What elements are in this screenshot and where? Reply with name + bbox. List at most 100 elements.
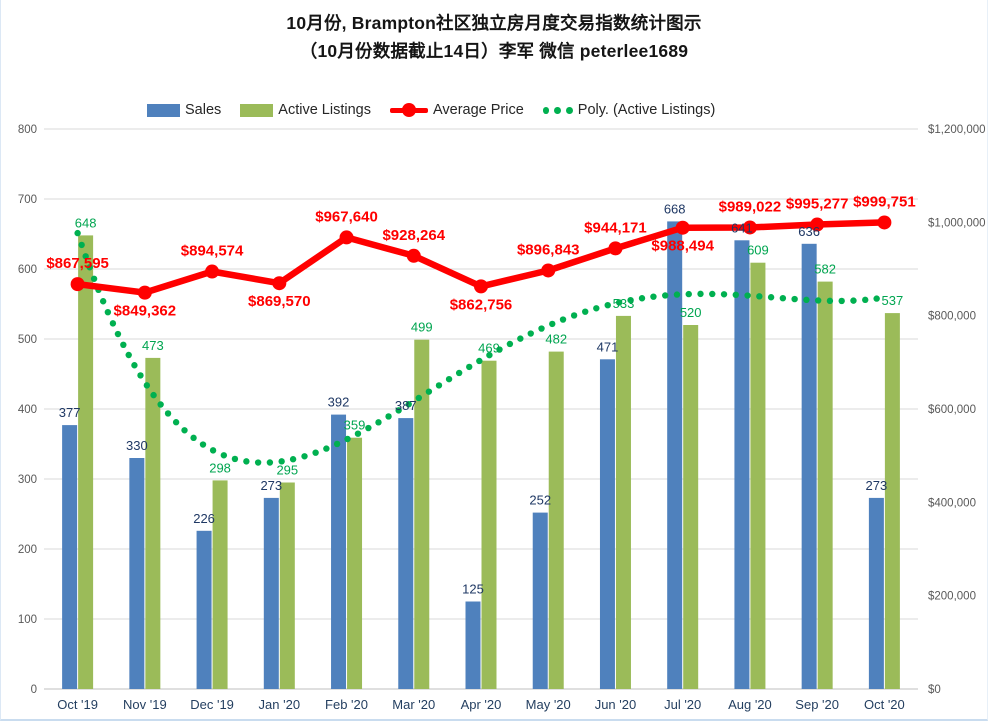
sales-value-label: 392 bbox=[328, 395, 350, 410]
sales-value-label: 636 bbox=[798, 224, 820, 239]
poly-trendline-dot bbox=[415, 394, 423, 402]
poly-trendline-dot bbox=[506, 340, 514, 348]
right-axis-tick: $800,000 bbox=[928, 311, 976, 323]
poly-trendline-dot bbox=[323, 445, 330, 452]
poly-trendline-dot bbox=[814, 297, 822, 304]
average-price-marker bbox=[474, 279, 488, 294]
poly-trendline-dot bbox=[375, 419, 382, 426]
average-price-value-label: $869,570 bbox=[248, 293, 311, 310]
active-listings-bar bbox=[481, 360, 497, 689]
poly-trendline-dot bbox=[125, 351, 132, 359]
left-axis-tick: 400 bbox=[18, 404, 37, 416]
active-listings-bar bbox=[145, 357, 161, 689]
sales-bar bbox=[331, 414, 347, 689]
active-listings-bar bbox=[279, 482, 295, 689]
poly-trendline-dot bbox=[301, 453, 308, 460]
right-axis-tick: $1,000,000 bbox=[928, 217, 986, 229]
average-price-marker bbox=[137, 285, 152, 300]
left-axis-tick: 500 bbox=[18, 334, 37, 346]
sales-bar bbox=[801, 243, 817, 690]
active-listings-value-label: 295 bbox=[276, 463, 298, 478]
sales-bar bbox=[129, 458, 145, 689]
poly-dots-icon bbox=[542, 106, 573, 114]
average-price-marker bbox=[205, 264, 220, 279]
poly-trendline-dot bbox=[527, 330, 534, 337]
average-price-marker bbox=[339, 230, 354, 245]
poly-trendline-dot bbox=[767, 294, 775, 301]
active-listings-value-label: 359 bbox=[344, 418, 366, 433]
active-listings-bar bbox=[78, 235, 94, 689]
active-listings-value-label: 473 bbox=[142, 338, 164, 353]
legend-label-poly: Poly. (Active Listings) bbox=[577, 102, 716, 118]
poly-trendline-dot bbox=[732, 291, 740, 299]
sales-swatch-icon bbox=[147, 103, 180, 117]
poly-trendline-dot bbox=[697, 290, 704, 298]
poly-trendline-dot bbox=[486, 351, 493, 359]
poly-trendline-dot bbox=[744, 292, 751, 299]
poly-trendline-dot bbox=[82, 253, 89, 260]
active-listings-bar bbox=[683, 325, 699, 689]
active-listings-value-label: 582 bbox=[814, 262, 836, 277]
poly-trendline-dot bbox=[496, 346, 503, 353]
left-axis-tick: 0 bbox=[31, 684, 37, 696]
poly-trendline-dot bbox=[862, 296, 869, 304]
poly-trendline-dot bbox=[593, 305, 600, 312]
poly-trendline-dot bbox=[476, 357, 483, 365]
poly-trendline-dot bbox=[720, 291, 728, 298]
legend-item-poly: Poly. (Active Listings) bbox=[542, 102, 716, 118]
poly-trendline-dot bbox=[615, 299, 623, 306]
sales-bar bbox=[532, 512, 548, 689]
poly-trendline-dot bbox=[209, 447, 217, 454]
poly-trendline-dot bbox=[604, 301, 611, 309]
poly-trendline-dot bbox=[826, 297, 834, 305]
poly-trendline-dot bbox=[385, 413, 392, 420]
poly-trendline-dot bbox=[190, 434, 197, 442]
sales-bar bbox=[398, 418, 414, 689]
poly-trendline-dot bbox=[164, 410, 172, 417]
poly-trendline-dot bbox=[90, 275, 98, 282]
active-listings-bar bbox=[347, 437, 363, 689]
active-listings-bar bbox=[615, 315, 631, 689]
legend-item-average-price: Average Price bbox=[389, 102, 524, 118]
sales-value-label: 387 bbox=[395, 398, 417, 413]
average-price-line-icon bbox=[389, 102, 428, 118]
poly-trendline-dot bbox=[157, 401, 164, 408]
poly-trendline-dot bbox=[344, 435, 351, 443]
average-price-value-label: $896,843 bbox=[517, 241, 580, 258]
left-axis-tick: 700 bbox=[18, 194, 37, 206]
chart-title-line1: 10月份, Brampton社区独立房月度交易指数统计图示 bbox=[286, 13, 702, 33]
poly-trendline-dot bbox=[650, 293, 657, 300]
average-price-marker bbox=[70, 277, 85, 292]
average-price-value-label: $862,756 bbox=[450, 296, 513, 313]
active-listings-bar bbox=[817, 281, 833, 689]
poly-trendline-dot bbox=[254, 459, 262, 466]
sales-bar bbox=[263, 497, 279, 689]
sales-bar bbox=[62, 425, 78, 689]
active-listings-bar bbox=[414, 339, 430, 689]
active-listings-swatch-icon bbox=[240, 103, 274, 117]
right-axis-tick: $1,200,000 bbox=[928, 124, 986, 136]
poly-trendline-dot bbox=[570, 312, 578, 319]
poly-trendline-dot bbox=[538, 325, 545, 332]
sales-value-label: 252 bbox=[529, 493, 551, 508]
sales-bar bbox=[196, 530, 212, 689]
sales-value-label: 668 bbox=[664, 201, 686, 216]
active-listings-bar bbox=[750, 262, 766, 689]
average-price-marker bbox=[541, 263, 556, 278]
poly-trendline-dot bbox=[74, 229, 81, 237]
average-price-marker bbox=[742, 220, 757, 235]
average-price-marker bbox=[675, 220, 690, 235]
chart-title: 10月份, Brampton社区独立房月度交易指数统计图示 （10月份数据截止1… bbox=[1, 9, 987, 65]
average-price-value-label: $995,277 bbox=[786, 196, 849, 213]
poly-trendline-dot bbox=[709, 290, 716, 298]
average-price-marker bbox=[877, 215, 892, 230]
poly-trendline-dot bbox=[395, 407, 402, 414]
poly-trendline-dot bbox=[78, 241, 85, 249]
right-axis-tick: $600,000 bbox=[928, 404, 976, 416]
average-price-value-label: $928,264 bbox=[382, 227, 445, 244]
poly-trendline-dot bbox=[517, 335, 524, 342]
poly-trendline-dot bbox=[220, 452, 228, 459]
active-listings-value-label: 648 bbox=[75, 215, 97, 230]
poly-trendline-dot bbox=[243, 458, 250, 465]
